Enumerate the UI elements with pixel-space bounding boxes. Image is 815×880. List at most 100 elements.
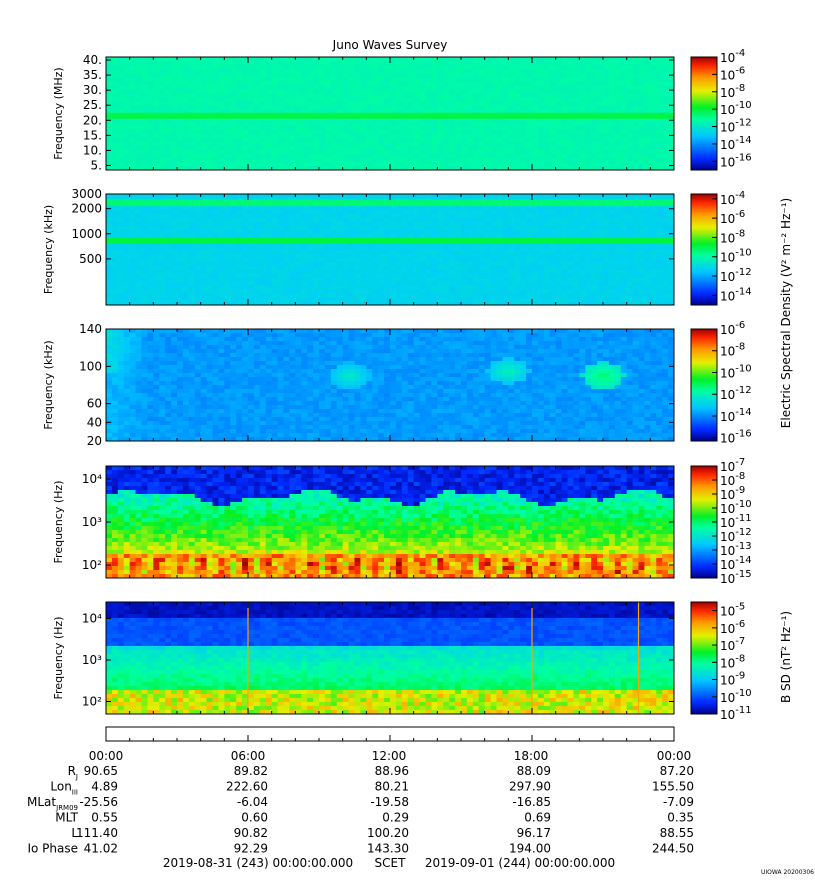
colorbar-lfr_high: 10-6 10-8 10-10 10-12 10-14 10-16: [690, 320, 752, 446]
magnetic-colorbar-label: B SD (nT² Hz⁻¹): [779, 611, 793, 703]
colorbar-tick-label: 10-6: [720, 65, 745, 82]
ephem-value: 89.82: [234, 764, 268, 778]
figure-title: Juno Waves Survey: [332, 38, 448, 52]
ephem-row-label: Io Phase: [27, 842, 78, 856]
emission-band: [106, 112, 674, 119]
ephem-value: 92.29: [234, 842, 268, 856]
footer-start-time: 2019-08-31 (243) 00:00:00.000: [163, 856, 353, 870]
ephem-row-label: RJ: [68, 764, 78, 781]
spectrogram-hfwbr: [106, 57, 674, 170]
ephem-value: 88.55: [660, 826, 694, 840]
ephem-value: 244.50: [652, 842, 694, 856]
ephem-value: 0.29: [382, 811, 409, 825]
ephem-value: 90.65: [84, 764, 118, 778]
colorbar-tick-label: 10-9: [720, 671, 745, 688]
y-tick-label: 40: [87, 415, 102, 429]
ephem-value: -7.09: [663, 795, 694, 809]
colorbar-tick-label: 10-11: [720, 705, 752, 722]
y-axis-label: Frequency (kHz): [42, 340, 55, 429]
emission-band: [106, 199, 674, 207]
colorbar-tick-label: 10-6: [720, 619, 745, 636]
ephem-value: 88.96: [375, 764, 409, 778]
colorbar-tick-label: 10-8: [720, 653, 745, 670]
colorbar-tick-label: 10-8: [720, 342, 745, 359]
y-tick-label: 25.: [83, 98, 102, 112]
ephem-value: 88.09: [517, 764, 551, 778]
y-tick-label: 30.: [83, 83, 102, 97]
y-tick-label: 10⁴: [82, 612, 102, 626]
spectrogram-lfr_high: [106, 329, 674, 441]
footer-scet-label: SCET: [375, 856, 407, 870]
footer-end-time: 2019-09-01 (244) 00:00:00.000: [425, 856, 615, 870]
ephem-row-label: MLT: [55, 811, 78, 825]
colorbar-tick-label: 10-4: [720, 190, 745, 207]
y-axis-label: Frequency (kHz): [42, 205, 55, 294]
ephem-value: -6.04: [237, 795, 268, 809]
colorbar-hfr: 10-4 10-6 10-8 10-10 10-12 10-14: [690, 190, 752, 306]
footer-stamp: UIOWA 20200306: [761, 869, 814, 876]
colorbar-tick-label: 10-8: [720, 228, 745, 245]
ephem-value: 0.60: [241, 811, 268, 825]
panel-hfwbr: 40.35.30.25.20.15.10.5. Frequency (MHz): [52, 53, 675, 172]
ephem-value: 100.20: [367, 826, 409, 840]
y-tick-label: 10³: [82, 515, 102, 529]
colorbar-tick-label: 10-14: [720, 286, 752, 303]
ephem-value: -19.58: [370, 795, 409, 809]
y-tick-label: 10.: [83, 143, 102, 157]
y-axis-label: Frequency (MHz): [52, 67, 65, 159]
ephemeris-table: 00:00 06:00 12:00 18:00 00:00 RJ 90.65 89.82 88.…: [27, 726, 694, 856]
y-axis-label: Frequency (Hz): [52, 617, 65, 700]
colorbar-tick-label: 10-15: [720, 569, 752, 586]
ephem-value: 155.50: [652, 780, 694, 794]
ephem-row-label: LonIII: [50, 780, 78, 797]
colorbar-tick-label: 10-7: [720, 636, 745, 653]
y-tick-label: 10⁴: [82, 472, 102, 486]
panel-lfr_low: 10⁴ 10³ 10² Frequency (Hz): [52, 465, 675, 579]
y-tick-label: 10²: [82, 558, 102, 572]
colorbar-frame: [690, 56, 718, 171]
colorbar-tick-label: 10-10: [720, 363, 752, 380]
ephem-value: 143.30: [367, 842, 409, 856]
time-label: 00:00: [657, 749, 692, 763]
y-tick-label: 60: [87, 397, 102, 411]
ephem-value: 194.00: [509, 842, 551, 856]
ephem-value: -25.56: [79, 795, 118, 809]
colorbar-tick-label: 10-8: [720, 83, 745, 100]
ephem-value: 4.89: [91, 780, 118, 794]
colorbar-lfr_low: 10-710-810-910-1010-1110-1210-1310-1410-…: [690, 457, 752, 586]
colorbar-tick-label: 10-12: [720, 385, 752, 402]
ephem-value: 222.60: [226, 780, 268, 794]
colorbar-tick-label: 10-6: [720, 320, 745, 337]
y-tick-label: 1000: [71, 227, 102, 241]
time-label: 12:00: [372, 749, 407, 763]
ephem-value: 41.02: [84, 842, 118, 856]
ephem-value: 0.69: [524, 811, 551, 825]
ephem-value: 111.40: [76, 826, 118, 840]
y-tick-label: 140: [79, 322, 102, 336]
y-tick-label: 10³: [82, 653, 102, 667]
colorbar-tick-label: 10-14: [720, 135, 752, 152]
colorbar-tick-label: 10-10: [720, 248, 752, 265]
y-tick-label: 500: [79, 252, 102, 266]
ephem-value: 90.82: [234, 826, 268, 840]
ephem-row-label: MLatJRM09: [27, 795, 78, 812]
ephem-value: 0.55: [91, 811, 118, 825]
colorbar-frame: [690, 193, 718, 306]
time-label: 06:00: [231, 749, 266, 763]
ephem-value: -16.85: [512, 795, 551, 809]
electric-colorbar-label: Electric Spectral Density (V² m⁻² Hz⁻¹): [779, 198, 793, 428]
y-tick-label: 2000: [71, 202, 102, 216]
y-tick-label: 20.: [83, 113, 102, 127]
ephem-row-label: L: [71, 826, 78, 840]
time-label: 18:00: [514, 749, 549, 763]
y-tick-label: 40.: [83, 53, 102, 67]
y-tick-label: 100: [79, 359, 102, 373]
colorbar-tick-label: 10-14: [720, 407, 752, 424]
panel-magnetic: 10⁴ 10³ 10² Frequency (Hz): [52, 601, 675, 715]
spectrogram-hfr: [106, 194, 674, 305]
y-tick-label: 3000: [71, 187, 102, 201]
colorbar-tick-label: 10-4: [720, 48, 745, 65]
